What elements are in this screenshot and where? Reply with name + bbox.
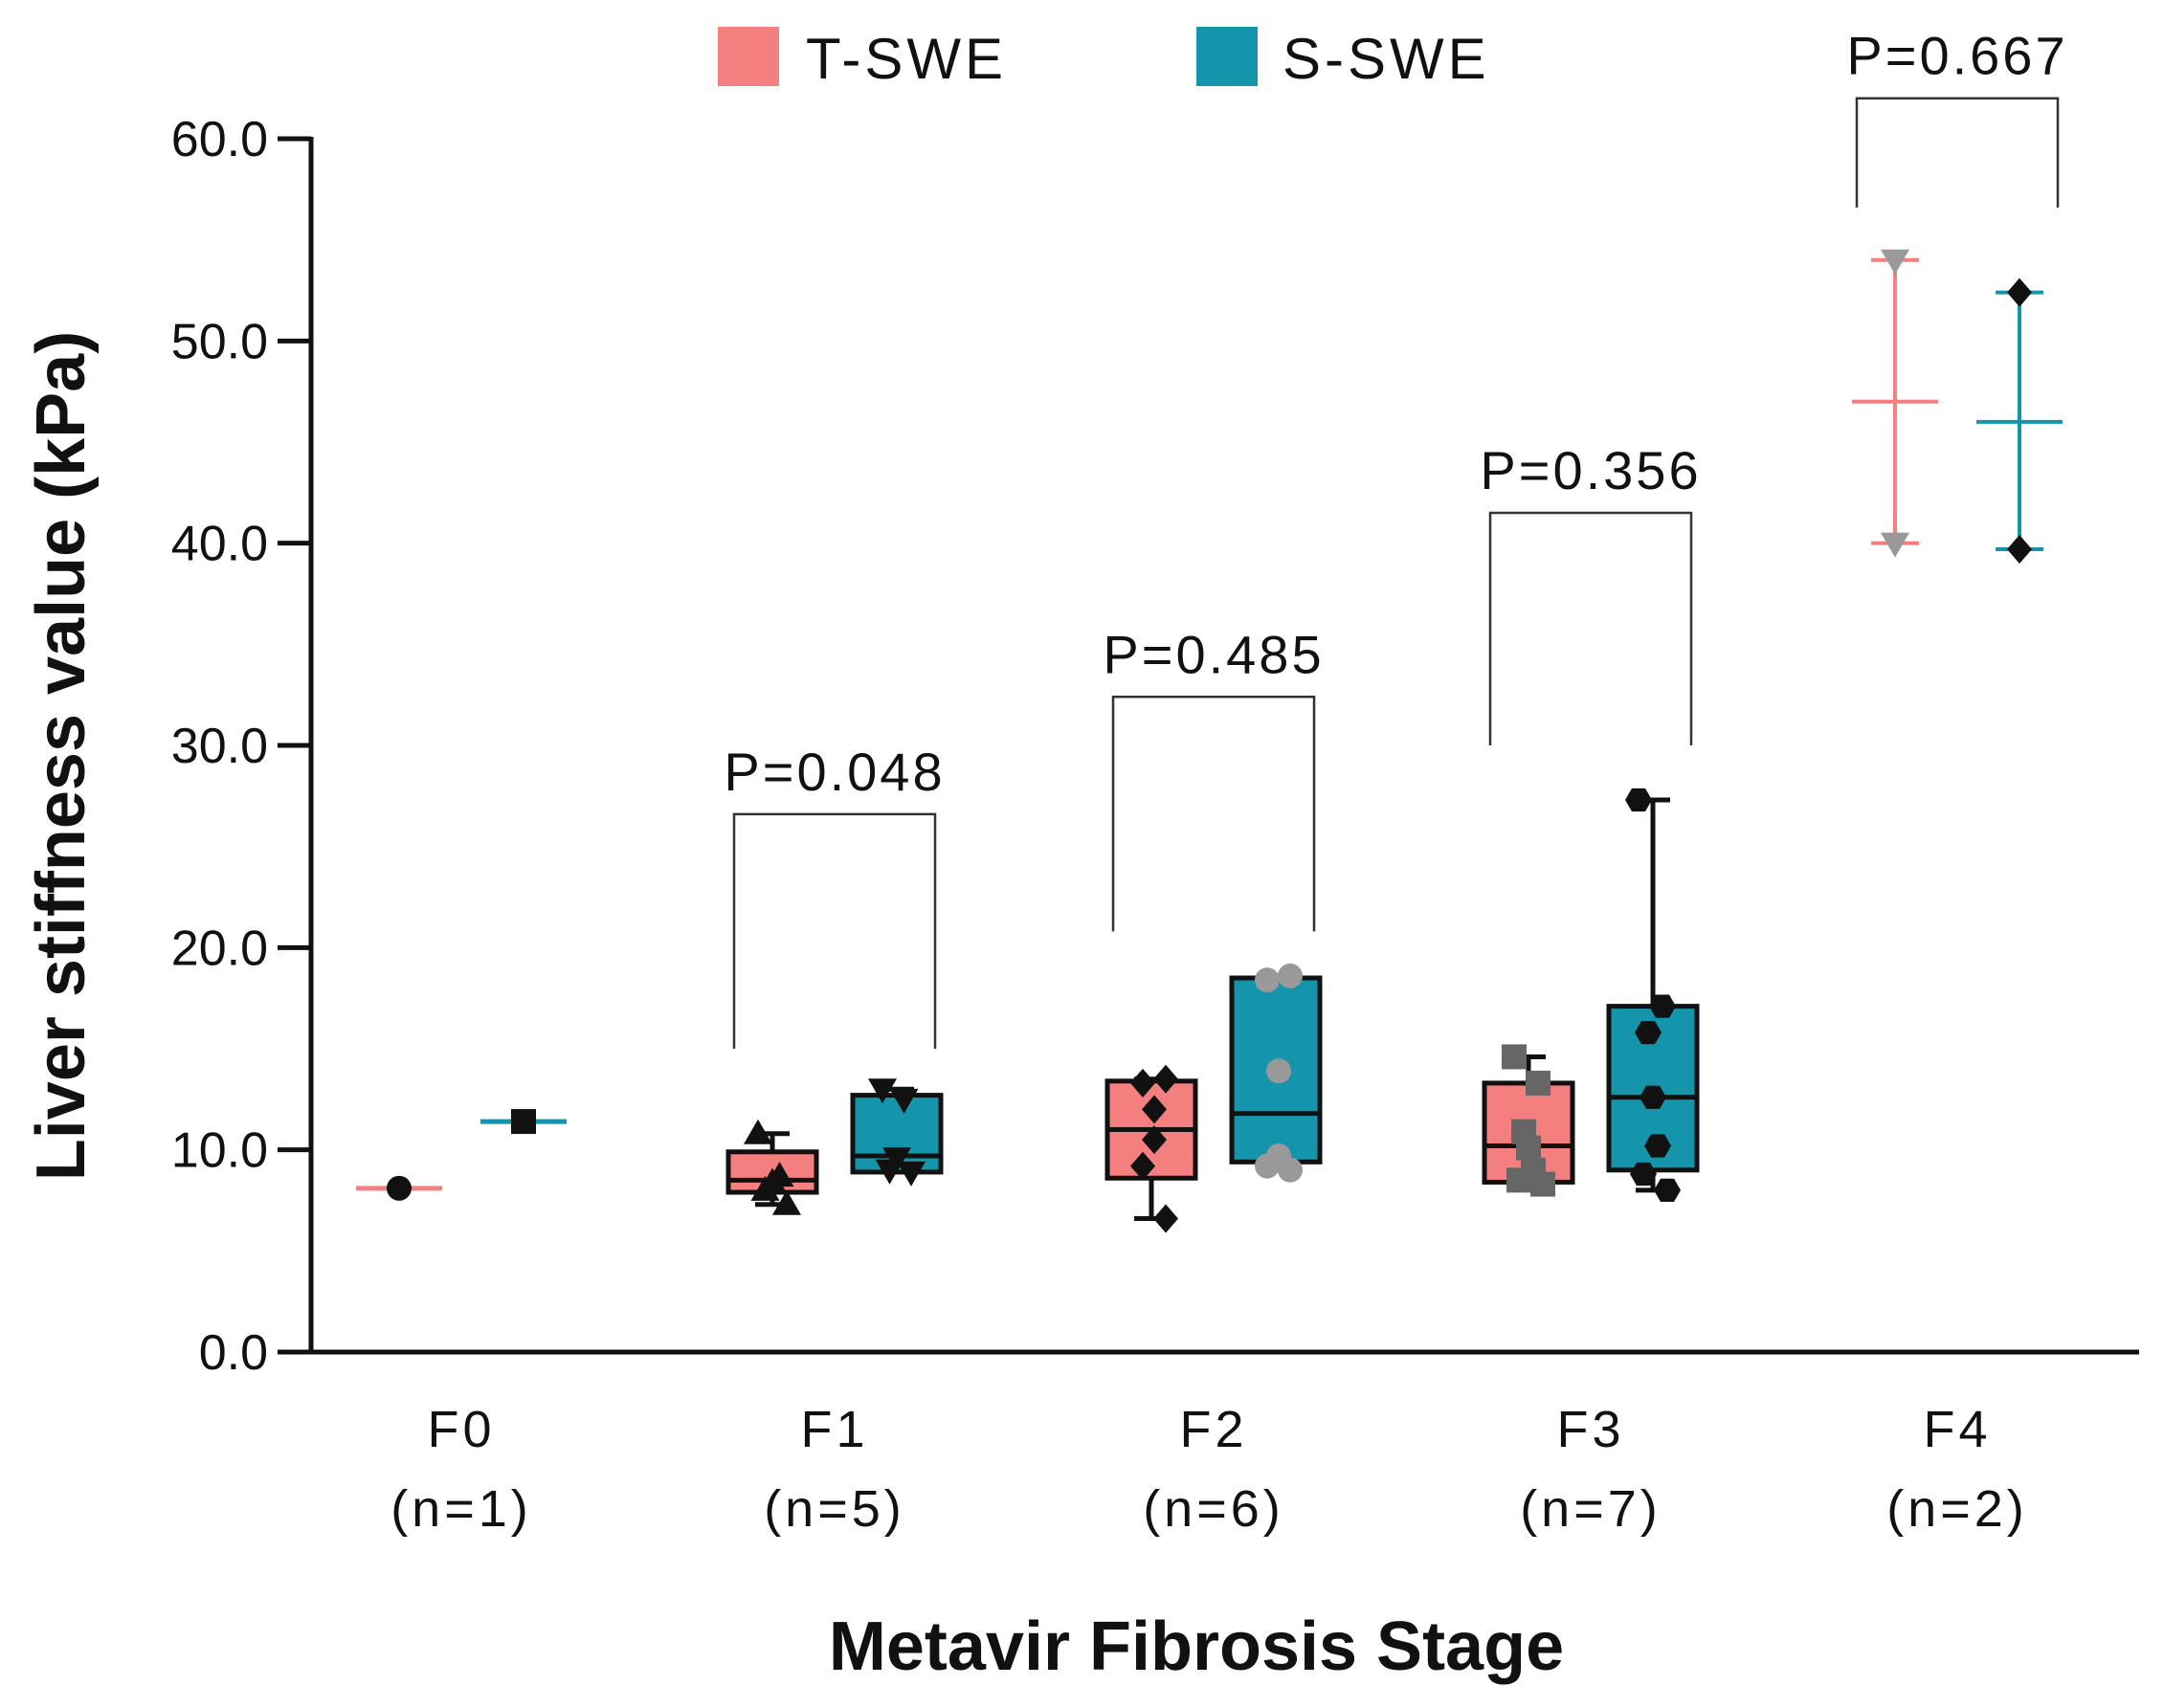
x-axis-title: Metavir Fibrosis Stage: [829, 1608, 1564, 1685]
axes: 0.0 10.0 20.0 30.0 40.0 50.0 60.0 F0 (n=1) F1 (n=5…: [171, 112, 2139, 1538]
x-tick-label-n: (n=6): [1143, 1480, 1284, 1538]
data-point: [882, 1147, 911, 1173]
data-point: [1266, 1143, 1291, 1169]
legend-swatch-s-swe: [1196, 27, 1258, 86]
data-point: [1130, 1151, 1155, 1181]
data-point: [1142, 1125, 1167, 1155]
data-point: [1881, 532, 1909, 558]
legend-label-t-swe: T-SWE: [806, 27, 1007, 91]
x-tick-label-stage: F1: [800, 1401, 868, 1458]
data-point: [1142, 1095, 1167, 1124]
x-tick-label-n: (n=1): [390, 1480, 532, 1538]
group-t-swe-f1: [725, 1119, 819, 1215]
data-point: [1153, 1064, 1178, 1094]
significance-bracket: P=0.667: [1846, 26, 2067, 208]
y-tick-label: 20.0: [171, 921, 268, 976]
data-point: [1881, 249, 1909, 275]
legend-swatch-t-swe: [718, 27, 779, 86]
data-point: [772, 1189, 801, 1215]
y-tick-label: 50.0: [171, 314, 268, 369]
y-axis-title: Liver stiffness value (kPa): [23, 331, 100, 1181]
legend: T-SWE S-SWE: [718, 27, 1490, 91]
significance-bracket: P=0.485: [1103, 624, 1324, 932]
significance-bracket: P=0.048: [724, 742, 945, 1049]
data-point: [1153, 1204, 1178, 1233]
y-tick-label: 60.0: [171, 112, 268, 167]
data-point: [744, 1119, 772, 1144]
group-s-swe-f0: [480, 1109, 567, 1135]
x-tick-label-stage: F0: [427, 1401, 495, 1458]
bracket-line: [732, 812, 937, 1049]
data-point: [868, 1078, 897, 1104]
group-t-swe-f0: [356, 1175, 442, 1201]
y-tick-label: 30.0: [171, 719, 268, 774]
p-value-label: P=0.356: [1480, 440, 1701, 500]
y-tick-label: 40.0: [171, 517, 268, 572]
significance-bracket: P=0.356: [1480, 440, 1701, 745]
significance-brackets: P=0.048 P=0.485 P=0.356 P=0.667: [724, 26, 2067, 1049]
p-value-label: P=0.667: [1846, 26, 2067, 86]
data-point: [1266, 1058, 1291, 1084]
data-point: [511, 1109, 536, 1135]
bracket-line: [1111, 696, 1316, 932]
data-point: [1526, 1070, 1550, 1096]
data-point: [1502, 1044, 1527, 1070]
data-point: [889, 1088, 919, 1114]
data-point: [1649, 994, 1676, 1018]
group-s-swe-f1: [850, 1078, 944, 1187]
data-point: [1130, 1068, 1155, 1098]
data-point: [1640, 1085, 1666, 1109]
x-tick-label-n: (n=2): [1886, 1480, 2028, 1538]
data-point: [1625, 787, 1652, 812]
data-point: [2007, 277, 2032, 307]
group-s-swe-f2: [1229, 963, 1323, 1183]
data-point: [1654, 1178, 1681, 1203]
y-tick-label: 10.0: [171, 1123, 268, 1179]
group-t-swe-f3: [1482, 1044, 1575, 1197]
x-tick-label-stage: F4: [1923, 1401, 1991, 1458]
data-point: [1511, 1119, 1536, 1144]
data-marks: [356, 249, 2063, 1233]
x-tick-label-n: (n=5): [764, 1480, 905, 1538]
x-tick-label-stage: F3: [1556, 1401, 1624, 1458]
data-point: [765, 1162, 794, 1187]
group-t-swe-f2: [1104, 1064, 1198, 1233]
data-point: [1278, 963, 1303, 988]
bracket-line: [1488, 511, 1693, 745]
data-point: [2007, 535, 2032, 565]
data-point: [1521, 1157, 1546, 1183]
y-tick-label: 0.0: [199, 1325, 268, 1381]
data-point: [1630, 1162, 1657, 1187]
group-s-swe-f3: [1606, 787, 1700, 1203]
data-point: [897, 1161, 926, 1187]
data-point: [387, 1175, 412, 1201]
data-point: [1255, 967, 1280, 993]
legend-label-s-swe: S-SWE: [1283, 27, 1490, 91]
data-point: [1644, 1134, 1671, 1158]
group-s-swe-f4: [1976, 277, 2063, 565]
data-point: [1635, 1020, 1662, 1045]
p-value-label: P=0.048: [724, 742, 945, 802]
x-tick-label-stage: F2: [1179, 1401, 1247, 1458]
bracket-line: [1855, 97, 2060, 208]
group-t-swe-f4: [1852, 249, 1938, 558]
x-tick-label-n: (n=7): [1520, 1480, 1662, 1538]
p-value-label: P=0.485: [1103, 624, 1324, 684]
